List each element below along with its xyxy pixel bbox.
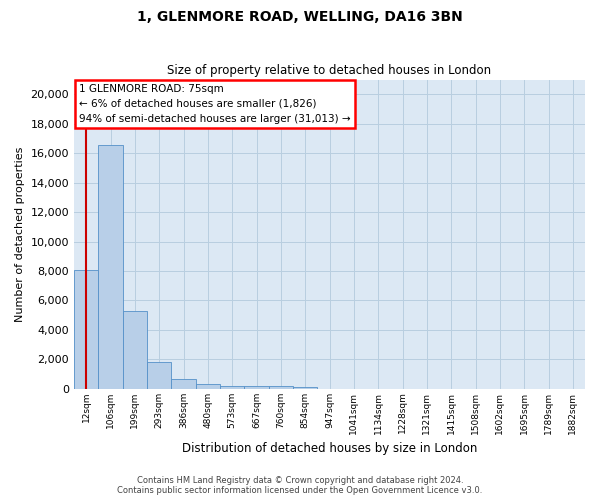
Bar bbox=[172, 379, 196, 389]
Text: 1 GLENMORE ROAD: 75sqm
← 6% of detached houses are smaller (1,826)
94% of semi-d: 1 GLENMORE ROAD: 75sqm ← 6% of detached … bbox=[79, 84, 351, 124]
Text: Contains HM Land Registry data © Crown copyright and database right 2024.
Contai: Contains HM Land Registry data © Crown c… bbox=[118, 476, 482, 495]
Title: Size of property relative to detached houses in London: Size of property relative to detached ho… bbox=[167, 64, 491, 77]
Bar bbox=[269, 386, 293, 389]
Bar bbox=[196, 384, 220, 389]
Bar bbox=[74, 270, 98, 389]
Bar bbox=[123, 310, 147, 389]
Y-axis label: Number of detached properties: Number of detached properties bbox=[15, 146, 25, 322]
X-axis label: Distribution of detached houses by size in London: Distribution of detached houses by size … bbox=[182, 442, 477, 455]
Bar bbox=[293, 387, 317, 389]
Bar bbox=[147, 362, 172, 389]
Bar bbox=[220, 386, 244, 389]
Bar bbox=[98, 145, 123, 389]
Bar bbox=[244, 386, 269, 389]
Text: 1, GLENMORE ROAD, WELLING, DA16 3BN: 1, GLENMORE ROAD, WELLING, DA16 3BN bbox=[137, 10, 463, 24]
